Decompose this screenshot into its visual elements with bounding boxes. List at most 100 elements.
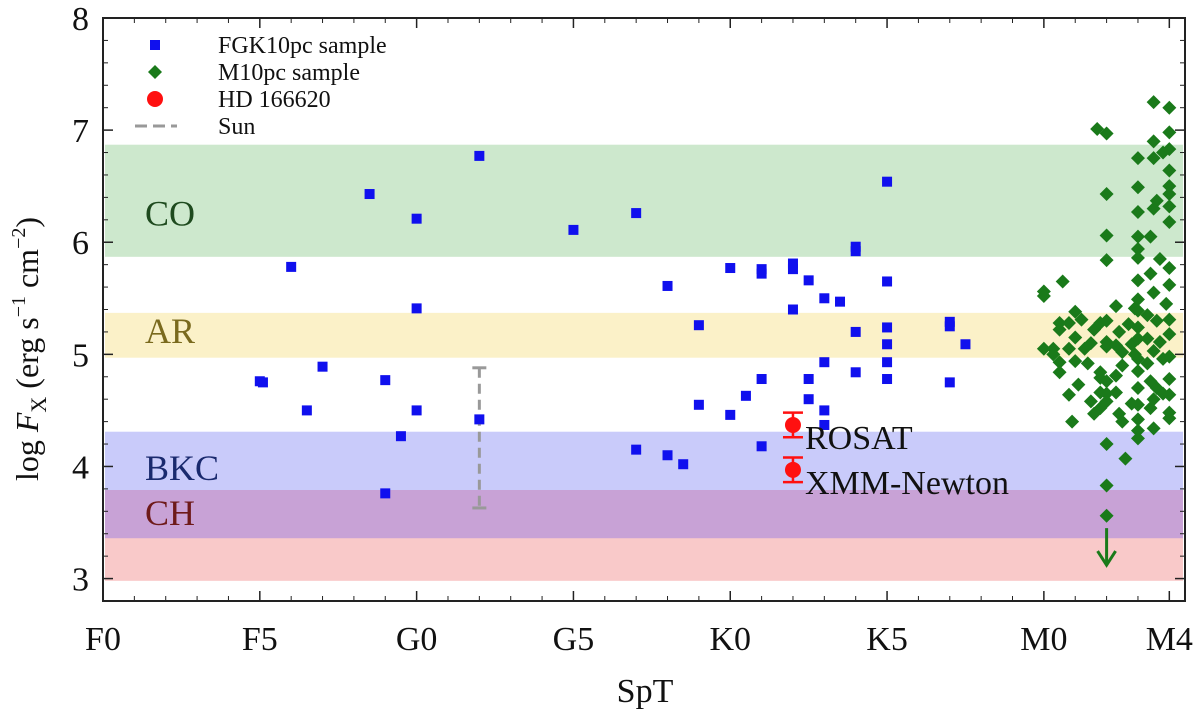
axes-layer: F0 F5 G0 G5 K0 K5 M0 M4 3 4 5 6 7 8 bbox=[72, 1, 1193, 658]
fgk-point bbox=[803, 394, 814, 405]
band-label-co: CO bbox=[145, 193, 195, 233]
m-point bbox=[1162, 372, 1177, 387]
fgk-point bbox=[317, 361, 328, 372]
fgk-point bbox=[662, 450, 673, 461]
y-tick-label: 3 bbox=[72, 562, 89, 599]
x-tick-label: K5 bbox=[866, 621, 908, 658]
fgk-point bbox=[257, 377, 268, 388]
fgk-point bbox=[678, 459, 689, 470]
target-label-rosat: ROSAT bbox=[805, 420, 913, 457]
band-bkc bbox=[105, 431, 1183, 493]
m-point bbox=[1099, 437, 1114, 452]
m-point bbox=[1130, 412, 1145, 427]
m-point bbox=[1162, 179, 1177, 194]
m-point bbox=[1099, 394, 1114, 409]
m-point bbox=[1074, 312, 1089, 327]
legend-diamond-icon bbox=[148, 65, 162, 79]
fgk-point bbox=[693, 320, 704, 331]
fgk-point bbox=[944, 321, 955, 332]
m-point bbox=[1071, 377, 1086, 392]
m-point bbox=[1099, 313, 1114, 328]
fgk-point bbox=[693, 399, 704, 410]
m-point bbox=[1061, 341, 1076, 356]
m-point bbox=[1143, 229, 1158, 244]
m-point bbox=[1080, 356, 1095, 371]
legend-label: HD 166620 bbox=[218, 87, 331, 113]
m-point bbox=[1162, 312, 1177, 327]
fgk-point bbox=[850, 367, 861, 378]
m-point bbox=[1162, 100, 1177, 115]
m-point bbox=[1115, 414, 1130, 429]
m-point bbox=[1140, 308, 1155, 323]
m-point bbox=[1099, 126, 1114, 141]
points-layer bbox=[254, 95, 1177, 523]
y-label-pre: log bbox=[9, 432, 45, 481]
fgk-point bbox=[395, 431, 406, 442]
fgk-point bbox=[882, 176, 893, 187]
m-point bbox=[1036, 289, 1051, 304]
fgk-point bbox=[411, 303, 422, 314]
upper-limit-arrow-head bbox=[1096, 550, 1117, 568]
m-point bbox=[1159, 296, 1174, 311]
m-point bbox=[1130, 331, 1145, 346]
y-tick-label: 6 bbox=[72, 225, 89, 262]
fgk-point bbox=[787, 264, 798, 275]
legend-label: FGK10pc sample bbox=[218, 33, 387, 59]
m-point bbox=[1162, 187, 1177, 202]
m-point bbox=[1061, 387, 1076, 402]
m-point bbox=[1162, 215, 1177, 230]
m-point bbox=[1130, 397, 1145, 412]
x-axis-label: SpT bbox=[617, 673, 674, 710]
fgk-point bbox=[286, 261, 297, 272]
fgk-point bbox=[756, 374, 767, 385]
fgk-point bbox=[474, 414, 485, 425]
m-point bbox=[1115, 345, 1130, 360]
arrow-layer bbox=[1096, 528, 1117, 568]
m-point bbox=[1146, 285, 1161, 300]
fgk-point bbox=[301, 405, 312, 416]
fgk-point bbox=[631, 444, 642, 455]
m-point bbox=[1083, 394, 1098, 409]
x-tick-label: M4 bbox=[1146, 621, 1193, 658]
m-point bbox=[1099, 253, 1114, 268]
m-point bbox=[1130, 241, 1145, 256]
m-point bbox=[1162, 261, 1177, 276]
m-point bbox=[1068, 330, 1083, 345]
fgk-point bbox=[568, 224, 579, 235]
m-point bbox=[1052, 322, 1067, 337]
y-tick-label: 7 bbox=[72, 113, 89, 150]
band-overlap bbox=[105, 490, 1183, 539]
m-point bbox=[1115, 358, 1130, 373]
m-point bbox=[1099, 228, 1114, 243]
fgk-point bbox=[850, 326, 861, 337]
m-point bbox=[1162, 125, 1177, 140]
m-point bbox=[1130, 431, 1145, 446]
fgk-point bbox=[882, 357, 893, 368]
m-point bbox=[1146, 134, 1161, 149]
m-point bbox=[1130, 250, 1145, 265]
legend-label: M10pc sample bbox=[218, 60, 360, 86]
m-point bbox=[1099, 374, 1114, 389]
fgk-point bbox=[850, 246, 861, 257]
legend-square-icon bbox=[150, 40, 160, 50]
m-point bbox=[1130, 151, 1145, 166]
m-point bbox=[1118, 451, 1133, 466]
m-point bbox=[1162, 387, 1177, 402]
m-point bbox=[1068, 354, 1083, 369]
m-point bbox=[1099, 339, 1114, 354]
x-tick-label: F5 bbox=[242, 621, 278, 658]
m-point bbox=[1146, 343, 1161, 358]
target-point bbox=[784, 416, 801, 433]
m-point bbox=[1162, 163, 1177, 178]
m-point bbox=[1130, 180, 1145, 195]
target-point bbox=[784, 461, 801, 478]
fgk-point bbox=[380, 488, 391, 499]
m-point bbox=[1052, 355, 1067, 370]
m-point bbox=[1099, 508, 1114, 523]
target-layer: ROSAT XMM-Newton bbox=[782, 411, 1009, 502]
m-point bbox=[1146, 392, 1161, 407]
m-point bbox=[1065, 414, 1080, 429]
m-point bbox=[1130, 273, 1145, 288]
